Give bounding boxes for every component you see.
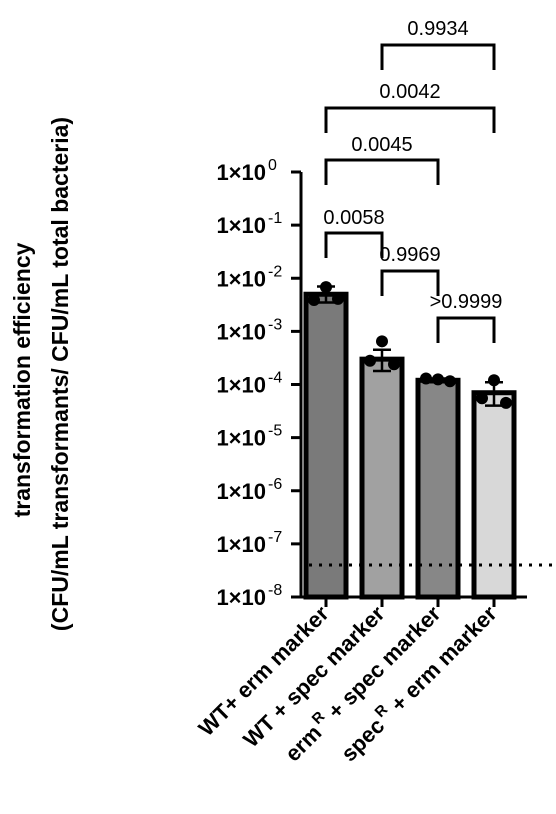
- data-point: [444, 375, 456, 388]
- data-point: [332, 292, 344, 305]
- y-tick-exponent: -3: [268, 316, 282, 333]
- points-layer: [308, 281, 512, 409]
- comparison-bracket: [436, 316, 496, 343]
- bars-layer: [303, 291, 517, 600]
- y-tick-label: 1×10: [216, 319, 266, 344]
- comparison-bracket: [324, 231, 384, 258]
- y-tick-label: 1×10: [216, 426, 266, 451]
- data-point: [388, 358, 400, 371]
- y-tick-exponent: -7: [268, 529, 282, 546]
- comparison-bracket: [380, 269, 440, 296]
- y-tick-label: 1×10: [216, 585, 266, 610]
- y-tick-label: 1×10: [216, 266, 266, 291]
- comparison-bracket: [324, 106, 496, 133]
- data-point: [320, 281, 332, 294]
- p-value-label: >0.9999: [430, 291, 503, 313]
- data-point: [420, 372, 432, 385]
- data-point: [488, 374, 500, 387]
- y-axis-label-line1: transformation efficiency: [9, 242, 35, 517]
- y-tick-exponent: -6: [268, 476, 282, 493]
- p-value-label: 0.9969: [379, 244, 440, 266]
- y-axis-label: transformation efficiency (CFU/mL transf…: [9, 117, 73, 631]
- y-tick-exponent: -8: [268, 582, 282, 599]
- y-tick-label: 1×10: [216, 160, 266, 185]
- comparison-bracket: [324, 158, 440, 185]
- comparisons-layer: 0.0058 0.9969 >0.9999 0.0045 0.0042 0.9934: [323, 18, 502, 343]
- y-tick-label: 1×10: [216, 373, 266, 398]
- y-tick-label: 1×10: [216, 532, 266, 557]
- bar: [303, 291, 349, 600]
- data-point: [432, 373, 444, 386]
- data-point: [308, 293, 320, 306]
- data-point: [376, 335, 388, 348]
- y-tick-exponent: -5: [268, 423, 282, 440]
- y-tick-exponent: -1: [268, 210, 282, 227]
- y-tick-exponent: -4: [268, 370, 282, 387]
- y-tick-exponent: -2: [268, 263, 282, 280]
- p-value-label: 0.0045: [351, 134, 412, 156]
- y-tick-label: 1×10: [216, 479, 266, 504]
- data-point: [364, 354, 376, 367]
- y-tick-label: 1×10: [216, 213, 266, 238]
- y-axis-label-line2: (CFU/mL transformants/ CFU/mL total bact…: [47, 117, 73, 631]
- p-value-label: 0.9934: [407, 18, 468, 40]
- data-point: [476, 392, 488, 405]
- y-ticks-layer: 1×10 01×10 -11×10 -21×10 -31×10 -41×10 -51×10-…: [216, 157, 301, 610]
- y-tick-exponent: 0: [268, 157, 277, 174]
- comparison-bracket: [380, 43, 496, 70]
- p-value-label: 0.0042: [379, 81, 440, 103]
- p-value-label: 0.0058: [323, 207, 384, 229]
- data-point: [500, 396, 512, 409]
- bar: [359, 356, 405, 600]
